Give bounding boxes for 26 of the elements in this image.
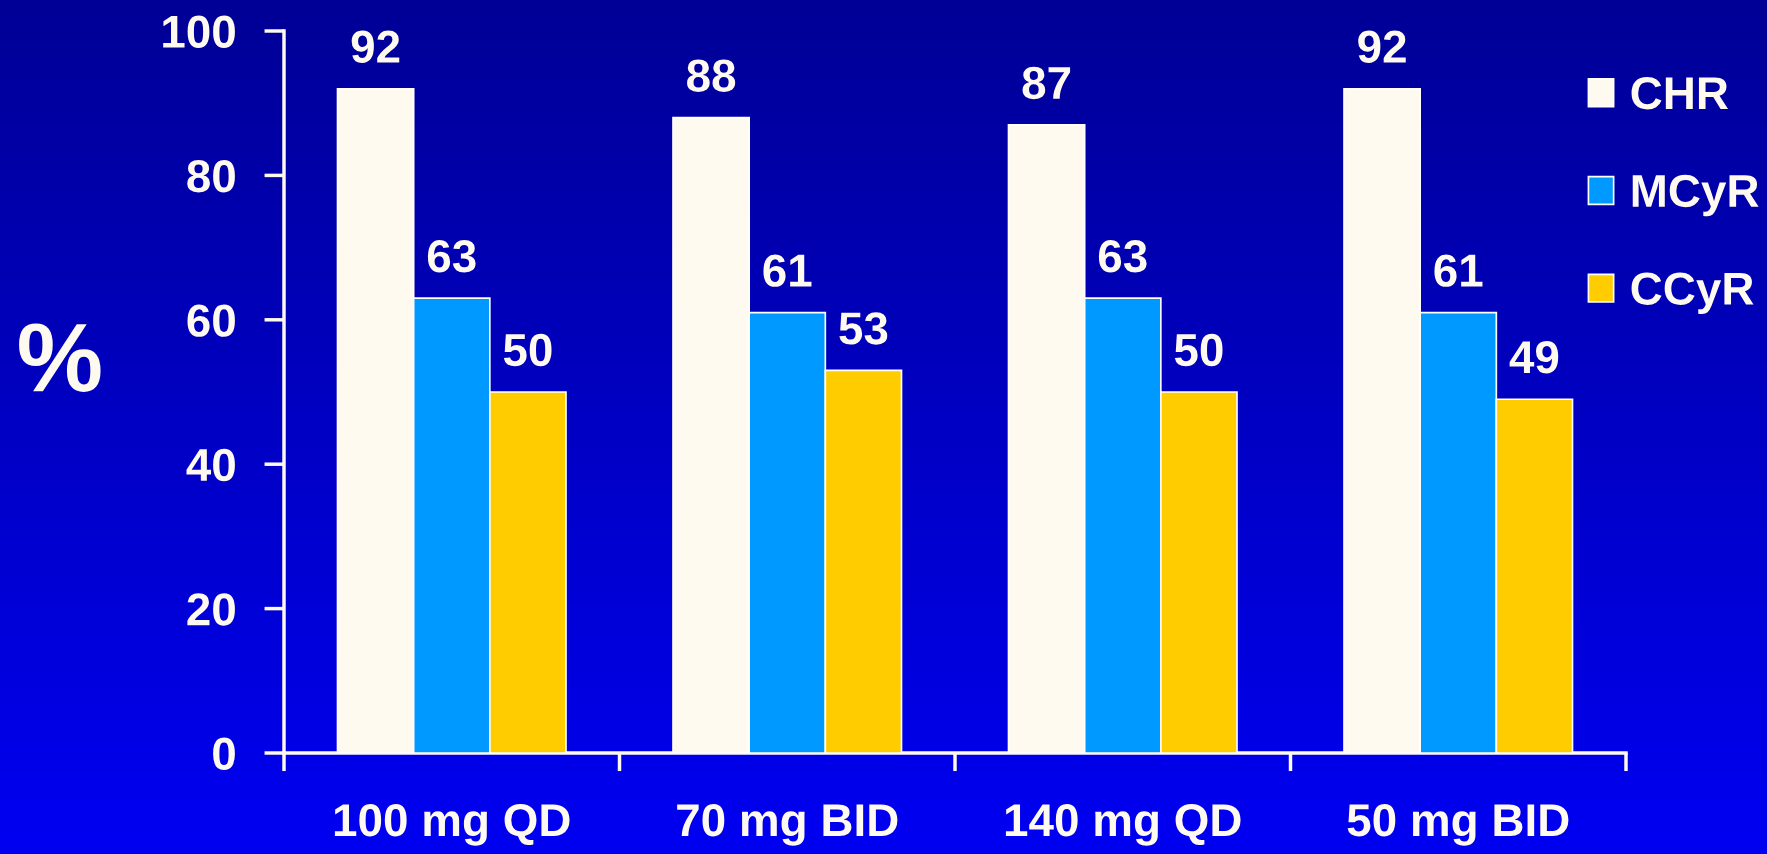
data-label: 49 xyxy=(1509,341,1559,374)
y-tick-label: 100 xyxy=(163,15,235,49)
y-axis-title: % xyxy=(19,323,101,392)
legend-label: MCyR xyxy=(1632,174,1759,217)
legend-label: CHR xyxy=(1631,76,1729,110)
data-label: 50 xyxy=(503,333,552,367)
data-label: 88 xyxy=(687,59,736,92)
y-tick-label: 80 xyxy=(187,160,235,193)
data-label: 63 xyxy=(427,239,476,273)
data-label: 63 xyxy=(1098,239,1147,273)
x-tick-label: 100 mg QD xyxy=(334,804,570,846)
legend-label: CCyR xyxy=(1631,272,1754,314)
data-label: 53 xyxy=(839,312,888,345)
y-tick-label: 0 xyxy=(213,737,235,771)
y-tick-label: 40 xyxy=(186,448,235,482)
y-tick-label: 20 xyxy=(187,593,235,626)
data-label: 92 xyxy=(351,30,400,64)
data-label: 61 xyxy=(763,254,812,287)
data-label: 50 xyxy=(1174,333,1223,367)
x-tick-label: 70 mg BID xyxy=(677,804,898,846)
data-label: 92 xyxy=(1358,30,1406,64)
data-label: 61 xyxy=(1434,254,1483,287)
x-tick-label: 50 mg BID xyxy=(1347,804,1569,846)
x-tick-label: 140 mg QD xyxy=(1005,804,1241,846)
y-tick-label: 60 xyxy=(187,304,235,337)
data-label: 87 xyxy=(1022,66,1071,100)
